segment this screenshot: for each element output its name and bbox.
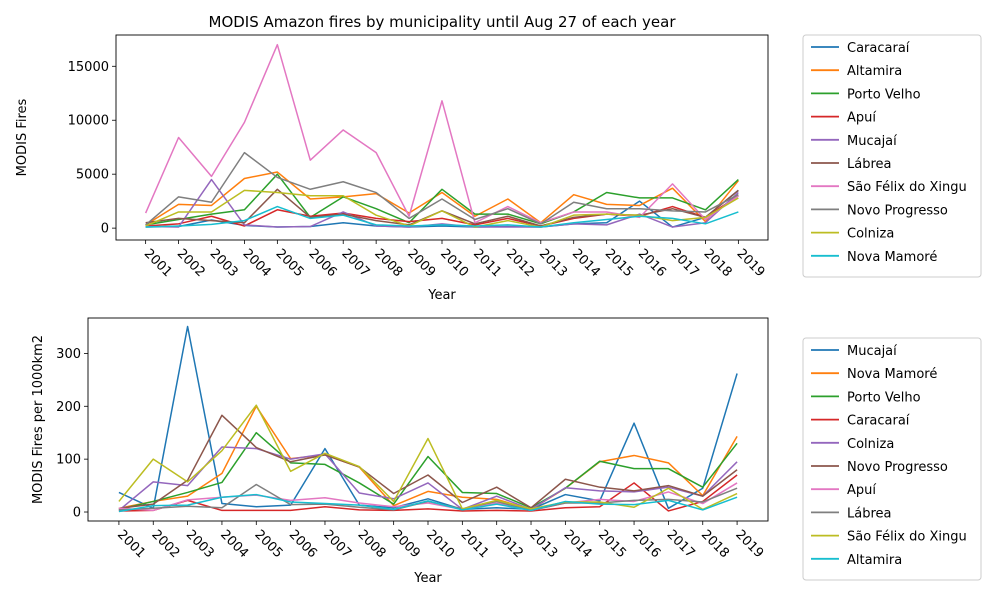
x-tick-label: 2014: [569, 246, 603, 280]
y-tick-label: 300: [56, 347, 81, 362]
legend-label: Mucajaí: [847, 134, 897, 149]
series-line-6: [118, 414, 738, 510]
x-tick-label: 2006: [305, 246, 339, 280]
series-line-2: [118, 405, 738, 511]
x-tick-label: 2007: [338, 246, 372, 280]
fires-per-area-chart: 2001 2002 2003 2004 2005 2006 2007 2008 2009 2010…: [31, 317, 982, 586]
y-tick-label: 100: [56, 453, 81, 468]
series-line-9: [145, 189, 739, 228]
legend-box: [802, 34, 982, 278]
x-tick-label: 2019: [732, 527, 766, 561]
x-tick-label: 2015: [602, 246, 636, 280]
x-tick-label: 2006: [286, 527, 320, 561]
chart-title: MODIS Amazon fires by municipality until…: [209, 13, 677, 31]
x-tick-label: 2003: [207, 246, 241, 280]
legend-label: Nova Mamoré: [847, 250, 937, 265]
x-tick-label: 2009: [389, 527, 423, 561]
series-line-5: [118, 446, 738, 512]
x-tick-label: 2012: [503, 246, 537, 280]
legend: Caracaraí Altamira Porto Velho Apuí Mucajaí L…: [802, 34, 982, 278]
legend-label: Lábrea: [847, 506, 891, 521]
series-line-8: [145, 151, 739, 226]
x-tick-label: 2016: [635, 246, 669, 280]
series-line-4: [118, 474, 738, 512]
series-line-3: [145, 173, 739, 226]
legend-label: Apuí: [847, 483, 876, 498]
x-tick-label: 2005: [273, 246, 307, 280]
x-tick-label: 2002: [148, 527, 182, 561]
legend-label: Caracaraí: [847, 414, 910, 429]
fires-chart: 2001200220032004200520062007200820092010…: [15, 13, 982, 303]
x-tick-label: 2014: [561, 527, 595, 561]
x-tick-label: 2009: [404, 246, 438, 280]
legend-label: Mucajaí: [847, 344, 897, 359]
x-tick-label: 2013: [526, 527, 560, 561]
x-tick-label: 2008: [371, 246, 405, 280]
x-tick-label: 2017: [664, 527, 698, 561]
legend-label: Nova Mamoré: [847, 367, 937, 382]
x-tick-label: 2013: [536, 246, 570, 280]
x-tick-label: 2001: [114, 527, 148, 561]
legend-label: São Félix do Xingu: [847, 530, 967, 545]
x-tick-label: 2003: [183, 527, 217, 561]
x-tick-label: 2004: [240, 246, 274, 280]
x-tick-label: 2017: [668, 246, 702, 280]
legend-label: Porto Velho: [847, 87, 921, 102]
x-tick-label: 2004: [217, 527, 251, 561]
legend-label: Altamira: [847, 64, 902, 79]
x-axis-label: Year: [427, 288, 456, 303]
x-tick-label: 2019: [734, 246, 768, 280]
series-line-5: [145, 178, 739, 228]
y-axis-label: MODIS Fires: [15, 98, 30, 176]
y-tick-label: 0: [101, 222, 109, 237]
x-tick-label: 2011: [470, 246, 504, 280]
y-tick-label: 10000: [68, 114, 109, 129]
legend-label: Novo Progresso: [847, 203, 948, 218]
series-line-3: [118, 431, 738, 511]
x-tick-label: 2012: [492, 527, 526, 561]
x-tick-label: 2010: [423, 527, 457, 561]
x-axis-label: Year: [413, 571, 442, 586]
x-tick-label: 2015: [595, 527, 629, 561]
series-line-2: [145, 171, 739, 226]
legend: Mucajaí Nova Mamoré Porto Velho Caracaraí Co…: [802, 337, 982, 581]
series-line-7: [118, 482, 738, 512]
legend-label: Lábrea: [847, 157, 891, 172]
y-tick-label: 5000: [76, 168, 109, 183]
legend-label: Colniza: [847, 227, 894, 242]
x-tick-label: 2018: [698, 527, 732, 561]
series-line-10: [118, 493, 738, 513]
legend-label: Porto Velho: [847, 390, 921, 405]
legend-label: Apuí: [847, 111, 876, 126]
y-axis-label: MODIS Fires per 1000km2: [31, 335, 46, 504]
x-tick-label: 2018: [701, 246, 735, 280]
legend-label: Novo Progresso: [847, 460, 948, 475]
x-tick-label: 2001: [141, 246, 175, 280]
plot-frame: [87, 317, 769, 522]
legend-label: Caracaraí: [847, 41, 910, 56]
x-tick-label: 2002: [174, 246, 208, 280]
series-line-10: [145, 205, 739, 228]
y-tick-label: 200: [56, 400, 81, 415]
x-tick-label: 2005: [251, 527, 285, 561]
y-tick-label: 0: [73, 506, 81, 521]
series-line-9: [118, 404, 738, 511]
x-tick-label: 2016: [629, 527, 663, 561]
legend-label: Colniza: [847, 437, 894, 452]
x-tick-label: 2011: [458, 527, 492, 561]
legend-label: São Félix do Xingu: [847, 180, 967, 195]
x-tick-label: 2007: [320, 527, 354, 561]
x-tick-label: 2008: [354, 527, 388, 561]
legend-box: [802, 337, 982, 581]
series-line-7: [144, 43, 739, 224]
series-line-1: [118, 325, 738, 511]
legend-label: Altamira: [847, 553, 902, 568]
y-tick-label: 15000: [68, 60, 109, 75]
x-tick-label: 2010: [437, 246, 471, 280]
